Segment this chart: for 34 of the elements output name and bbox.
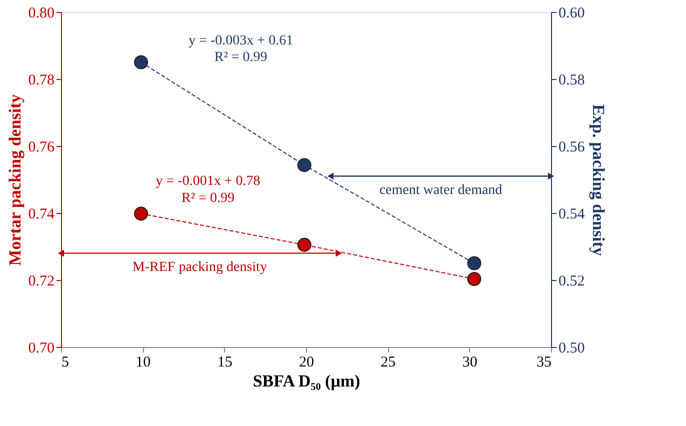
annotation: cement water demand bbox=[379, 183, 502, 198]
x-tick-label: 5 bbox=[62, 354, 69, 370]
x-tick-label: 25 bbox=[380, 354, 396, 370]
y-tick-label: 0.76 bbox=[28, 140, 55, 156]
y2-tick-label: 0.54 bbox=[558, 206, 586, 222]
point bbox=[134, 206, 148, 221]
y-tick-label: 0.70 bbox=[28, 340, 54, 356]
y2-tick-label: 0.52 bbox=[558, 274, 585, 290]
y2-tick-label: 0.58 bbox=[558, 72, 585, 88]
y2-tick-label: 0.60 bbox=[558, 6, 585, 22]
x-tick-label: 15 bbox=[217, 354, 232, 370]
y-tick-label: 0.72 bbox=[28, 274, 54, 290]
y-axis-title: Mortar packing density bbox=[5, 94, 24, 266]
y2-tick-label: 0.56 bbox=[558, 140, 586, 156]
x-tick-label: 30 bbox=[462, 354, 478, 370]
y-tick-label: 0.74 bbox=[28, 206, 55, 222]
x-tick-label: 10 bbox=[136, 354, 151, 370]
x-tick-label: 35 bbox=[536, 354, 552, 370]
point bbox=[467, 256, 482, 270]
y-tick-label: 0.78 bbox=[28, 72, 54, 88]
point bbox=[297, 158, 312, 172]
x-tick-label: 20 bbox=[299, 354, 314, 370]
point bbox=[467, 272, 482, 286]
y2-axis-title: Exp. packing density bbox=[588, 104, 608, 256]
annotation: y = -0.003x + 0.61 bbox=[188, 33, 294, 48]
annotation: R² = 0.99 bbox=[182, 190, 234, 206]
point bbox=[134, 55, 148, 70]
y-tick-label: 0.80 bbox=[28, 6, 54, 22]
point bbox=[297, 238, 312, 252]
annotation: R² = 0.99 bbox=[214, 50, 268, 66]
annotation: M-REF packing density bbox=[132, 260, 267, 276]
x-axis-title: SBFA D₅₀ (μm) bbox=[252, 372, 360, 390]
y2-tick-label: 0.50 bbox=[558, 340, 585, 356]
annotation: y = -0.001x + 0.78 bbox=[156, 174, 260, 190]
